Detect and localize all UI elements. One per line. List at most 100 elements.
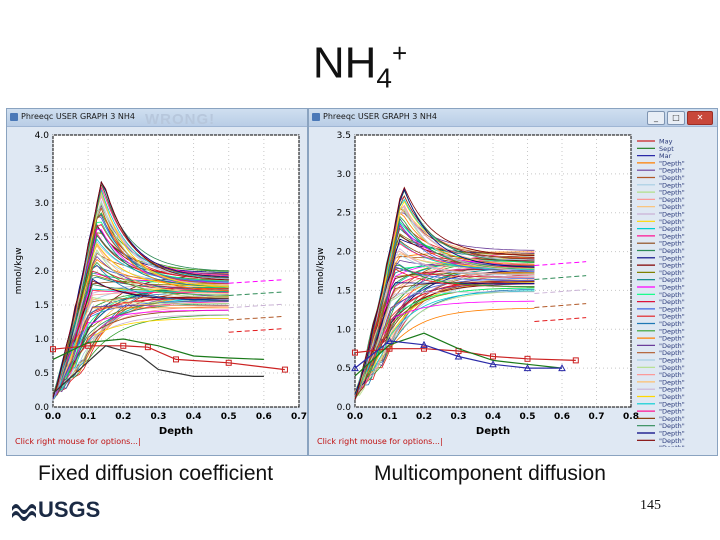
window-titlebar[interactable]: Phreeqc USER GRAPH 3 NH4 — [7, 109, 307, 127]
y-tick-label: 1.0 — [35, 335, 50, 345]
legend-entry: "Depth" — [659, 430, 685, 438]
x-tick-label: 0.0 — [347, 412, 363, 422]
model-curve — [354, 283, 535, 396]
x-tick-label: 0.3 — [150, 412, 166, 422]
minimize-button[interactable]: _ — [647, 111, 665, 125]
app-icon — [312, 113, 320, 121]
window-title: Phreeqc USER GRAPH 3 NH4 — [323, 112, 437, 121]
y-tick-label: 0.5 — [35, 369, 49, 379]
model-curve — [52, 280, 229, 395]
legend-entry: "Depth" — [659, 167, 685, 175]
series-line — [52, 345, 264, 394]
data-point — [385, 336, 394, 344]
model-curve — [354, 300, 535, 394]
model-curve — [354, 222, 535, 400]
series-line — [354, 340, 562, 369]
series-line — [354, 348, 576, 361]
x-tick-label: 0.5 — [221, 412, 237, 422]
legend-entry: "Depth" — [659, 357, 685, 365]
model-tail-line — [228, 328, 282, 333]
legend-entry: "Depth" — [659, 342, 685, 350]
legend-entry: "Depth" — [659, 225, 685, 233]
x-tick-label: 0.1 — [80, 412, 96, 422]
x-tick-label: 0.7 — [589, 412, 605, 422]
model-tail-line — [228, 279, 282, 284]
model-curve — [52, 261, 229, 395]
legend-entry: "Depth" — [659, 422, 685, 430]
data-point — [454, 352, 463, 360]
chart-fixed-diffusion[interactable]: 0.0 0.5 1.0 1.5 2.0 2.5 3.0 3.5 4.0 0.0 0.1 0.2 0.3 0… — [7, 127, 307, 447]
legend-entry: "Depth" — [659, 349, 685, 357]
legend-entry: "Depth" — [659, 211, 685, 219]
model-profile-curves — [354, 186, 535, 401]
app-icon — [10, 113, 18, 121]
window-titlebar[interactable]: Phreeqc USER GRAPH 3 NH4 _ □ ✕ — [309, 109, 717, 127]
legend-entry: "Depth" — [659, 196, 685, 204]
y-tick-label: 2.5 — [35, 233, 49, 243]
data-point — [524, 355, 531, 362]
data-point — [50, 346, 56, 353]
y-tick-label: 3.5 — [337, 131, 351, 141]
legend-entry: "Depth" — [659, 305, 685, 313]
legend-entry: "Depth" — [659, 415, 685, 423]
model-profile-curves — [52, 180, 229, 402]
legend-entry: "Depth" — [659, 364, 685, 372]
series-line — [52, 345, 285, 371]
graph-window-left: Phreeqc USER GRAPH 3 NH4 WRONG! 0.0 0.5 1.… — [6, 108, 308, 456]
model-curve — [52, 300, 229, 395]
model-curve — [354, 279, 535, 393]
x-tick-label: 0.0 — [45, 412, 61, 422]
status-hint: Click right mouse for options...| — [15, 437, 141, 446]
x-tick-label: 0.1 — [382, 412, 398, 422]
x-tick-label: 0.2 — [115, 412, 131, 422]
legend-entry: "Depth" — [659, 320, 685, 328]
model-curve — [354, 247, 535, 394]
legend-entry: "Depth" — [659, 262, 685, 270]
y-tick-label: 2.0 — [35, 267, 50, 277]
legend-entry: Sept — [659, 145, 674, 153]
title-superscript: + — [391, 38, 408, 68]
usgs-logo-graphic: USGS — [12, 497, 100, 522]
legend-entry: "Depth" — [659, 386, 685, 394]
legend-entry: "Depth" — [659, 189, 685, 197]
logo-text: USGS — [38, 497, 100, 521]
caption-left: Fixed diffusion coefficient — [38, 462, 274, 485]
close-button[interactable]: ✕ — [687, 111, 713, 125]
legend-entry: "Depth" — [659, 393, 685, 401]
legend-entry: "Depth" — [659, 327, 685, 335]
model-curve — [354, 271, 535, 392]
y-tick-label: 0.0 — [337, 403, 352, 413]
y-tick-label: 1.5 — [337, 286, 351, 296]
x-tick-label: 0.6 — [256, 412, 272, 422]
data-point — [351, 364, 359, 372]
model-curve — [354, 287, 535, 393]
model-tail-line — [534, 303, 587, 309]
legend-entry: "Depth" — [659, 298, 685, 306]
data-point — [352, 349, 358, 356]
y-tick-label: 2.5 — [337, 209, 351, 219]
window-controls: _ □ ✕ — [647, 111, 713, 125]
legend-entry: "Depth" — [659, 335, 685, 343]
model-tail-line — [534, 275, 587, 281]
model-curve — [52, 194, 229, 394]
legend-entry: "Depth" — [659, 284, 685, 292]
legend-entry: "Depth" — [659, 181, 685, 189]
y-tick-label: 1.0 — [337, 325, 352, 335]
legend-entry: "Depth" — [659, 247, 685, 255]
legend-entry: May — [659, 138, 673, 146]
legend-entry: "Depth" — [659, 276, 685, 284]
data-point — [490, 353, 496, 360]
series-line — [52, 338, 264, 360]
caption-right: Multicomponent diffusion — [374, 462, 606, 485]
maximize-button[interactable]: □ — [667, 111, 685, 125]
legend-entry: "Depth" — [659, 408, 685, 416]
chart-multicomponent[interactable]: 0.0 0.5 1.0 1.5 2.0 2.5 3.0 3.5 0.0 0.1 0.2 0.3 0.4 0… — [309, 127, 717, 447]
model-curve — [52, 242, 229, 396]
legend-entry: "Depth" — [659, 444, 685, 447]
legend-entry: "Depth" — [659, 232, 685, 240]
data-point — [572, 357, 579, 364]
x-tick-label: 0.8 — [623, 412, 639, 422]
data-point — [558, 364, 566, 372]
y-tick-label: 0.0 — [35, 403, 50, 413]
title-main: NH — [312, 38, 377, 88]
